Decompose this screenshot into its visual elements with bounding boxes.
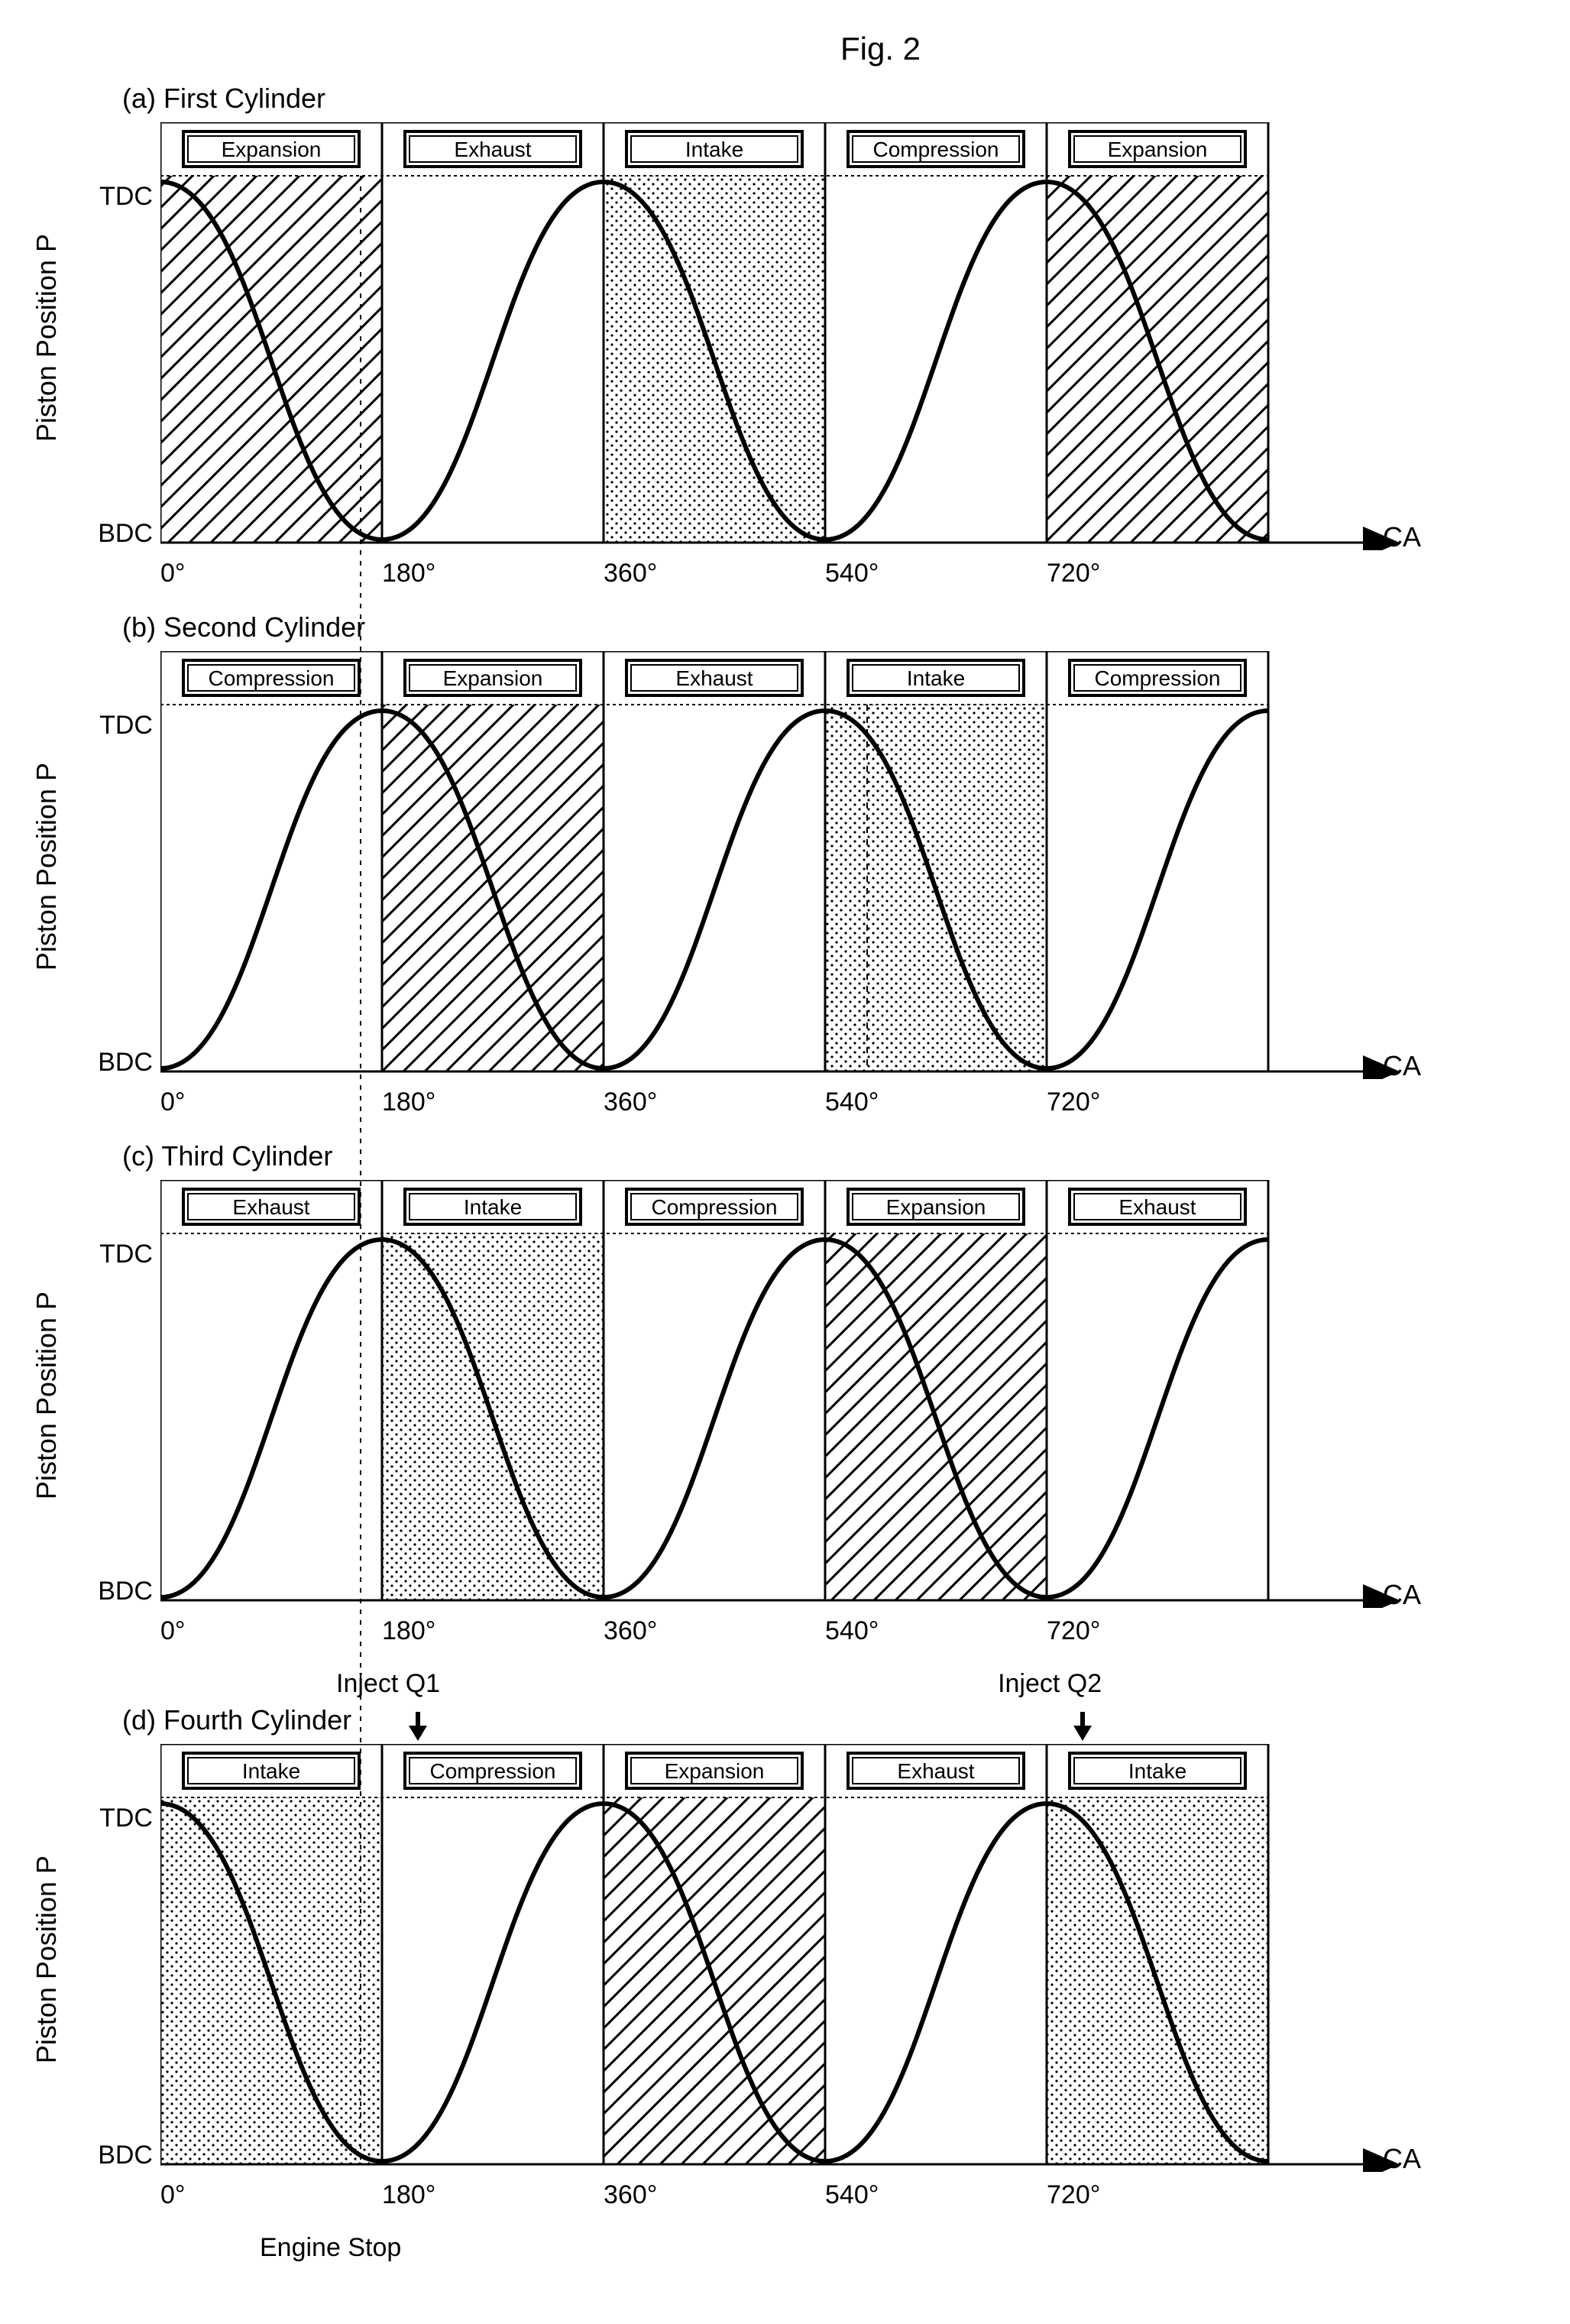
y-ticks: TDC BDC xyxy=(84,182,160,549)
x-tick: 0° xyxy=(160,2180,382,2210)
inject-arrow-q1 xyxy=(406,1710,430,1748)
x-ticks: 0°180°360°540°720° xyxy=(160,1616,1539,1646)
y-ticks: TDC BDC xyxy=(84,711,160,1078)
x-ticks: 0°180°360°540°720° xyxy=(160,1087,1539,1117)
plot-frame xyxy=(160,1180,1268,1600)
y-tick: BDC xyxy=(84,1577,153,1606)
stroke-label: Intake xyxy=(907,666,965,690)
plot-frame xyxy=(160,651,1268,1071)
y-axis-label: Piston Position P xyxy=(31,763,69,971)
y-tick: BDC xyxy=(84,2141,153,2170)
x-tick: 540° xyxy=(825,559,1047,588)
y-axis-label: Piston Position P xyxy=(31,234,69,442)
stroke-label: Intake xyxy=(464,1195,522,1219)
x-tick: 360° xyxy=(604,1087,825,1117)
y-tick: TDC xyxy=(84,711,153,741)
x-tick: 180° xyxy=(382,1087,604,1117)
x-tick: 720° xyxy=(1047,1087,1268,1117)
chart-svg: Intake Compression Expansion Exhaust Intake C… xyxy=(160,1744,1421,2172)
x-axis-label: CA(°) xyxy=(1383,1579,1421,1608)
x-tick: 180° xyxy=(382,2180,604,2210)
stroke-label: Expansion xyxy=(1108,138,1208,161)
inject-q1-label: Inject Q1 xyxy=(336,1669,440,1704)
stroke-label: Exhaust xyxy=(232,1195,309,1219)
chart-svg: Expansion Exhaust Intake Compression Expansi… xyxy=(160,122,1421,550)
piston-curve xyxy=(160,711,1268,1068)
x-tick: 360° xyxy=(604,1616,825,1646)
x-tick: 0° xyxy=(160,1087,382,1117)
x-tick xyxy=(1268,2180,1490,2210)
stroke-label: Compression xyxy=(652,1195,778,1219)
stroke-label: Expansion xyxy=(443,666,543,690)
inject-arrow-q2 xyxy=(1070,1710,1095,1748)
panel-title: (d) Fourth Cylinder xyxy=(122,1704,1539,1736)
stroke-label: Intake xyxy=(685,138,743,161)
y-axis-label: Piston Position P xyxy=(31,1292,69,1499)
x-tick: 720° xyxy=(1047,559,1268,588)
inject-arrows xyxy=(160,1739,1268,1747)
engine-stop-label: Engine Stop xyxy=(260,2233,1539,2263)
y-ticks: TDC BDC xyxy=(84,1240,160,1606)
stroke-label: Compression xyxy=(873,138,999,161)
x-tick: 720° xyxy=(1047,2180,1268,2210)
y-tick: BDC xyxy=(84,1048,153,1078)
stroke-label: Compression xyxy=(209,666,335,690)
y-tick: TDC xyxy=(84,1240,153,1269)
panel-title: (a) First Cylinder xyxy=(122,83,1539,115)
x-tick xyxy=(1268,1087,1490,1117)
stroke-label: Compression xyxy=(1095,666,1221,690)
y-axis-label: Piston Position P xyxy=(31,1856,69,2063)
stroke-label: Compression xyxy=(430,1759,556,1783)
x-tick: 0° xyxy=(160,1616,382,1646)
panel-c: (c) Third Cylinder Piston Position P TDC BD… xyxy=(31,1140,1539,1646)
stroke-label: Expansion xyxy=(886,1195,986,1219)
panel-b: (b) Second Cylinder Piston Position P TDC B… xyxy=(31,611,1539,1117)
y-tick: TDC xyxy=(84,1804,153,1833)
chart-svg: Compression Expansion Exhaust Intake Compres… xyxy=(160,651,1421,1079)
x-tick xyxy=(1268,559,1490,588)
stroke-label: Exhaust xyxy=(1118,1195,1196,1219)
y-tick: TDC xyxy=(84,182,153,212)
x-tick: 180° xyxy=(382,1616,604,1646)
y-ticks: TDC BDC xyxy=(84,1804,160,2170)
x-tick: 360° xyxy=(604,559,825,588)
stroke-label: Intake xyxy=(1128,1759,1186,1783)
chart-svg: Exhaust Intake Compression Expansion Exhaust… xyxy=(160,1180,1421,1608)
y-tick: BDC xyxy=(84,519,153,549)
x-axis-label: CA(°) xyxy=(1383,2143,1421,2172)
stroke-label: Intake xyxy=(242,1759,300,1783)
x-axis-label: CA(°) xyxy=(1383,1050,1421,1079)
inject-q2-label: Inject Q2 xyxy=(998,1669,1102,1704)
x-tick: 540° xyxy=(825,1616,1047,1646)
x-tick: 360° xyxy=(604,2180,825,2210)
stroke-label: Exhaust xyxy=(675,666,753,690)
x-ticks: 0°180°360°540°720° xyxy=(160,2180,1539,2210)
x-tick: 180° xyxy=(382,559,604,588)
x-axis-label: CA(°) xyxy=(1383,521,1421,550)
panel-title: (b) Second Cylinder xyxy=(122,611,1539,643)
x-tick: 540° xyxy=(825,2180,1047,2210)
panel-title: (c) Third Cylinder xyxy=(122,1140,1539,1172)
inject-row: Inject Q1 Inject Q2 xyxy=(160,1669,1539,1704)
x-tick xyxy=(1268,1616,1490,1646)
figure-title: Fig. 2 xyxy=(222,31,1539,67)
stroke-label: Expansion xyxy=(222,138,322,161)
piston-curve xyxy=(160,1240,1268,1597)
stroke-label: Exhaust xyxy=(897,1759,974,1783)
x-tick: 540° xyxy=(825,1087,1047,1117)
x-tick: 0° xyxy=(160,559,382,588)
stroke-label: Exhaust xyxy=(454,138,531,161)
panel-d: Inject Q1 Inject Q2(d) Fourth Cylinder Pis… xyxy=(31,1669,1539,2210)
stroke-label: Expansion xyxy=(665,1759,765,1783)
x-tick: 720° xyxy=(1047,1616,1268,1646)
x-ticks: 0°180°360°540°720° xyxy=(160,559,1539,588)
panel-a: (a) First Cylinder Piston Position P TDC BD… xyxy=(31,83,1539,588)
